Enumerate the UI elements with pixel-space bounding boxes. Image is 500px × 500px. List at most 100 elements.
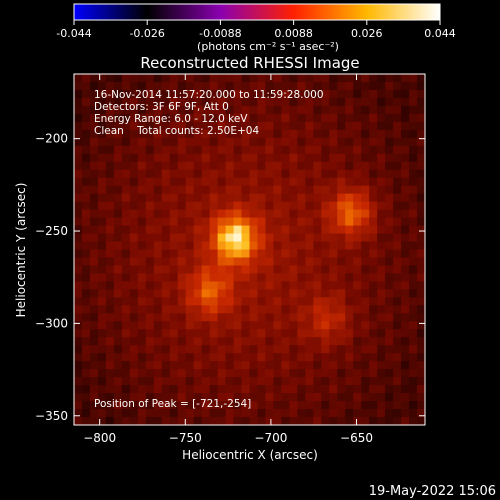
- heatmap-cell: [121, 289, 131, 298]
- heatmap-cell: [401, 121, 410, 131]
- heatmap-cell: [225, 273, 235, 283]
- heatmap-cell: [393, 89, 402, 99]
- heatmap-cell: [321, 153, 330, 163]
- heatmap-cell: [337, 74, 346, 83]
- heatmap-cell: [265, 377, 275, 386]
- heatmap-cell: [409, 169, 418, 179]
- heatmap-cell: [297, 353, 306, 362]
- heatmap-cell: [129, 313, 139, 322]
- heatmap-cell: [177, 89, 187, 99]
- heatmap-cell: [385, 185, 394, 195]
- heatmap-cell: [105, 185, 115, 195]
- heatmap-cell: [257, 113, 267, 123]
- heatmap-cell: [257, 241, 267, 251]
- heatmap-cell: [353, 265, 362, 275]
- heatmap-cell: [417, 337, 425, 346]
- heatmap-cell: [193, 297, 203, 306]
- heatmap-cell: [225, 217, 235, 227]
- heatmap-cell: [209, 353, 219, 362]
- heatmap-cell: [161, 289, 171, 298]
- heatmap-cell: [185, 369, 195, 378]
- heatmap-cell: [257, 97, 267, 107]
- heatmap-cell: [129, 169, 139, 179]
- heatmap-cell: [257, 417, 267, 425]
- heatmap-cell: [185, 353, 195, 362]
- heatmap-cell: [153, 337, 163, 346]
- heatmap-cell: [97, 153, 107, 163]
- heatmap-cell: [329, 257, 338, 267]
- heatmap-cell: [281, 401, 290, 410]
- heatmap-cell: [273, 241, 283, 251]
- heatmap-cell: [345, 209, 354, 219]
- heatmap-cell: [257, 409, 267, 418]
- heatmap-cell: [81, 105, 91, 115]
- heatmap-cell: [401, 89, 410, 99]
- heatmap-cell: [401, 241, 410, 251]
- heatmap-cell: [377, 153, 386, 163]
- heatmap-cell: [345, 105, 354, 115]
- heatmap-cell: [185, 393, 195, 402]
- heatmap-cell: [369, 217, 378, 227]
- heatmap-cell: [385, 145, 394, 155]
- heatmap-cell: [74, 177, 83, 187]
- heatmap-cell: [217, 249, 227, 259]
- heatmap-cell: [321, 417, 330, 425]
- heatmap-cell: [257, 129, 267, 139]
- heatmap-image: [74, 74, 425, 425]
- heatmap-cell: [129, 401, 139, 410]
- heatmap-cell: [209, 161, 219, 171]
- heatmap-cell: [161, 361, 171, 370]
- heatmap-cell: [305, 265, 314, 275]
- heatmap-cell: [74, 329, 83, 338]
- heatmap-cell: [121, 161, 131, 171]
- heatmap-cell: [345, 217, 354, 227]
- heatmap-cell: [177, 209, 187, 219]
- heatmap-cell: [177, 409, 187, 418]
- heatmap-cell: [89, 401, 99, 410]
- heatmap-cell: [337, 273, 346, 283]
- heatmap-cell: [385, 321, 394, 330]
- heatmap-cell: [289, 385, 298, 394]
- heatmap-cell: [145, 129, 155, 139]
- heatmap-cell: [177, 377, 187, 386]
- heatmap-cell: [161, 105, 171, 115]
- heatmap-cell: [369, 89, 378, 99]
- heatmap-cell: [113, 201, 123, 211]
- heatmap-cell: [353, 249, 362, 259]
- heatmap-cell: [361, 369, 370, 378]
- heatmap-cell: [281, 377, 290, 386]
- heatmap-cell: [313, 369, 322, 378]
- heatmap-cell: [153, 121, 163, 131]
- heatmap-cell: [121, 177, 131, 187]
- heatmap-cell: [289, 361, 298, 370]
- heatmap-cell: [393, 233, 402, 243]
- heatmap-cell: [257, 161, 267, 171]
- heatmap-cell: [89, 361, 99, 370]
- heatmap-cell: [401, 129, 410, 139]
- heatmap-cell: [417, 121, 425, 131]
- heatmap-cell: [361, 385, 370, 394]
- heatmap-cell: [361, 233, 370, 243]
- heatmap-cell: [401, 361, 410, 370]
- heatmap-cell: [353, 185, 362, 195]
- heatmap-cell: [201, 369, 211, 378]
- heatmap-cell: [201, 249, 211, 259]
- heatmap-cell: [273, 209, 283, 219]
- heatmap-cell: [305, 97, 314, 107]
- heatmap-cell: [74, 209, 83, 219]
- heatmap-cell: [225, 393, 235, 402]
- heatmap-cell: [249, 393, 259, 402]
- heatmap-cell: [121, 153, 131, 163]
- heatmap-cell: [385, 329, 394, 338]
- heatmap-cell: [361, 153, 370, 163]
- heatmap-cell: [273, 233, 283, 243]
- heatmap-cell: [105, 337, 115, 346]
- heatmap-cell: [273, 169, 283, 179]
- heatmap-cell: [129, 193, 139, 203]
- heatmap-cell: [201, 97, 211, 107]
- heatmap-cell: [329, 353, 338, 362]
- heatmap-cell: [249, 129, 259, 139]
- heatmap-cell: [145, 225, 155, 235]
- heatmap-cell: [137, 361, 147, 370]
- heatmap-cell: [289, 169, 298, 179]
